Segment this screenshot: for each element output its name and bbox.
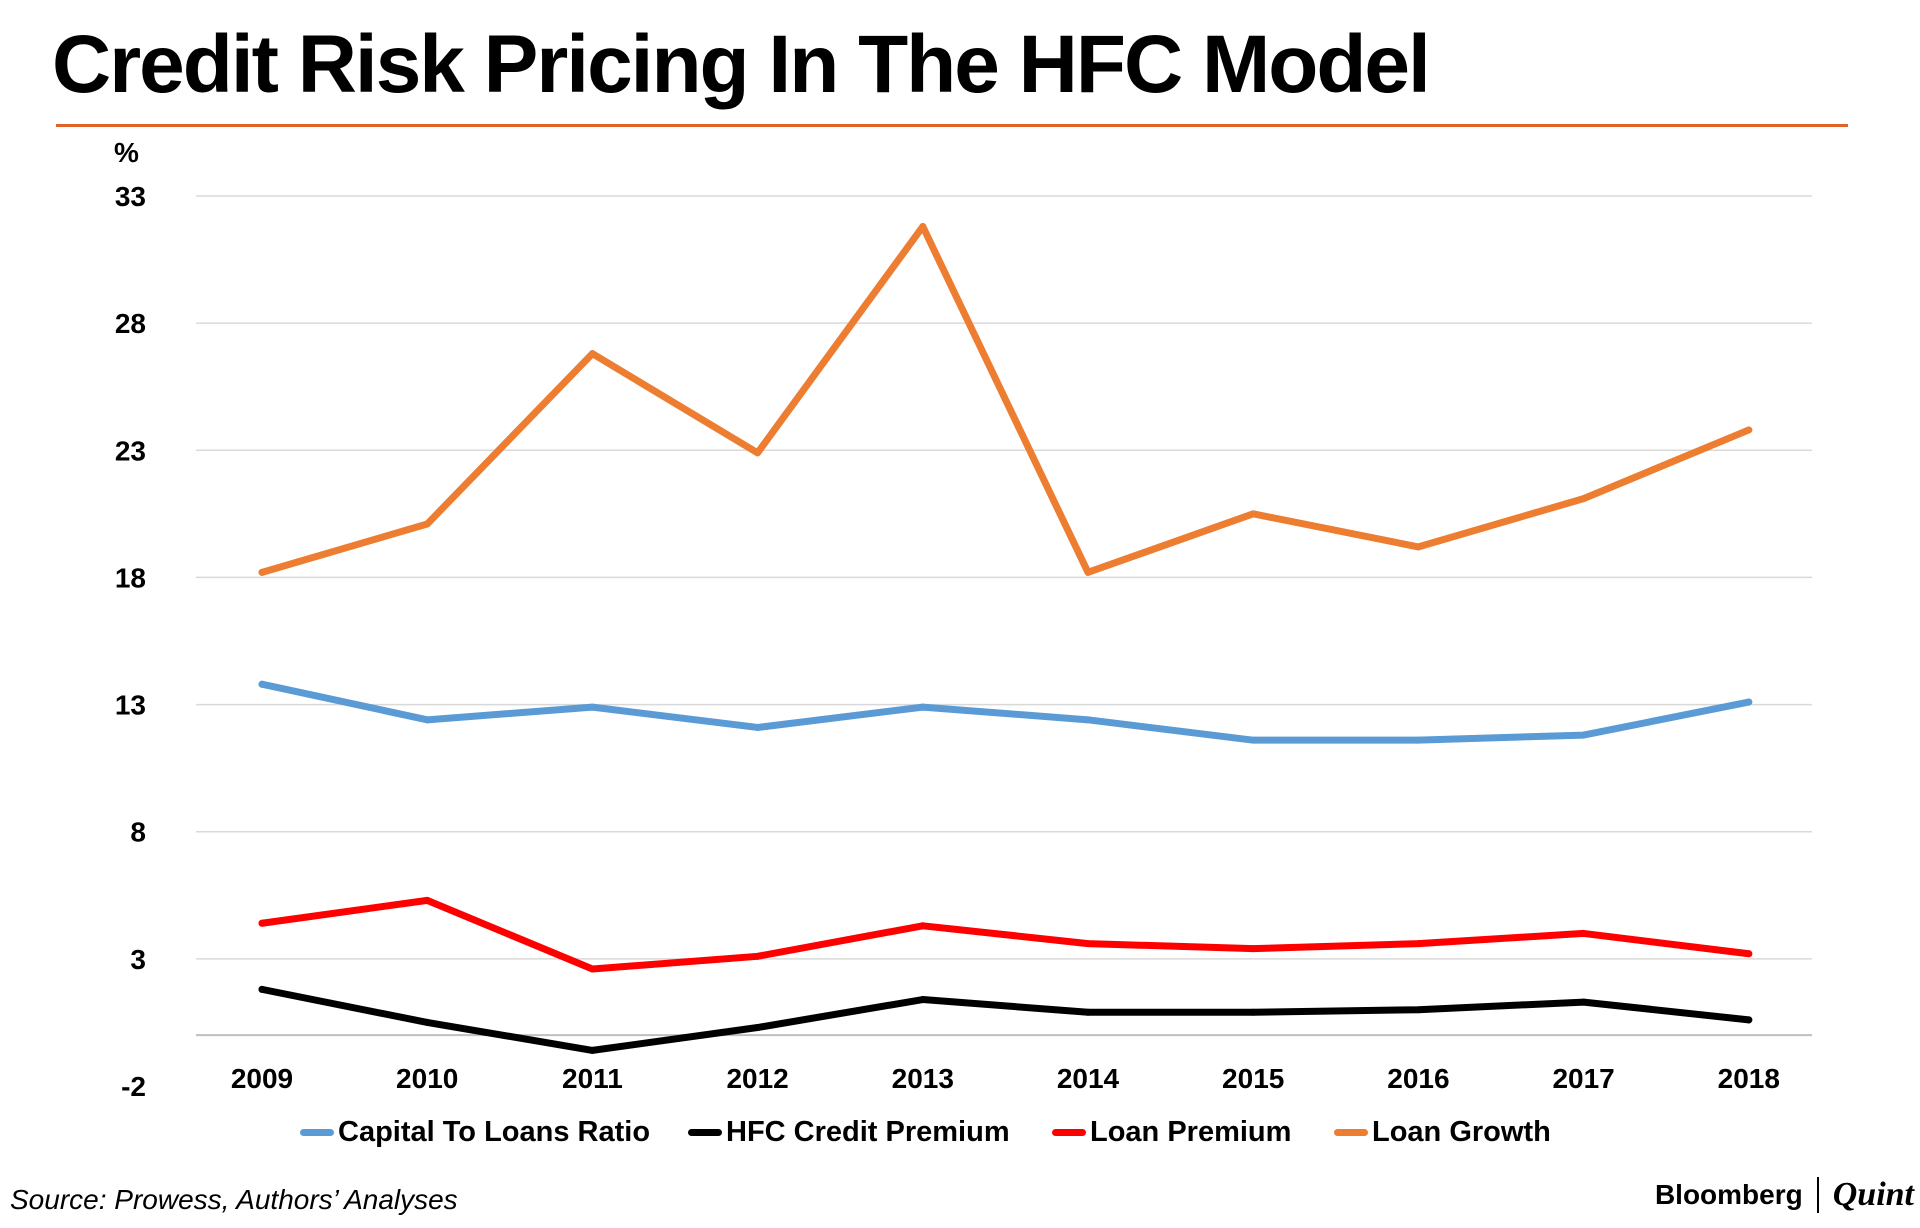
data-point (1249, 510, 1257, 518)
y-tick-label: 13 (115, 690, 146, 721)
x-tick-label: 2009 (231, 1063, 293, 1094)
y-tick-label: 3 (130, 944, 146, 975)
y-axis-unit-label: % (114, 137, 139, 168)
data-point (1414, 1006, 1422, 1014)
x-tick-label: 2017 (1552, 1063, 1614, 1094)
data-point (1084, 1008, 1092, 1016)
data-point (258, 680, 266, 688)
data-point (919, 996, 927, 1004)
data-point (1580, 998, 1588, 1006)
x-tick-label: 2010 (396, 1063, 458, 1094)
series-line (258, 223, 1753, 576)
series-loan-premium (258, 896, 1753, 973)
data-point (258, 568, 266, 576)
x-tick-label: 2014 (1057, 1063, 1120, 1094)
x-tick-label: 2012 (726, 1063, 788, 1094)
data-point (754, 1024, 762, 1032)
legend-item: HFC Credit Premium (688, 1116, 1010, 1149)
x-tick-label: 2013 (892, 1063, 954, 1094)
series-line (258, 680, 1753, 744)
brand-bloomberg: Bloomberg (1654, 1179, 1803, 1210)
data-point (1084, 716, 1092, 724)
data-point (1745, 698, 1753, 706)
data-point (1414, 736, 1422, 744)
data-point (919, 223, 927, 231)
data-point (1580, 495, 1588, 503)
y-tick-label: 18 (115, 562, 146, 593)
legend-swatch (300, 1129, 334, 1136)
data-point (919, 703, 927, 711)
data-point (1414, 940, 1422, 948)
legend-item: Loan Premium (1052, 1116, 1291, 1149)
series-hfc-credit-premium (258, 985, 1753, 1054)
data-point (1249, 736, 1257, 744)
data-point (588, 1046, 596, 1054)
legend-label: Loan Premium (1090, 1116, 1292, 1148)
data-point (1084, 940, 1092, 948)
legend-swatch (688, 1129, 722, 1136)
data-point (1745, 426, 1753, 434)
data-point (1745, 950, 1753, 958)
y-tick-label: 33 (115, 181, 146, 212)
series-line (258, 985, 1753, 1054)
data-point (258, 985, 266, 993)
data-point (423, 716, 431, 724)
series-lines (258, 223, 1753, 1054)
data-point (258, 919, 266, 927)
x-tick-label: 2018 (1718, 1063, 1780, 1094)
data-point (588, 703, 596, 711)
data-point (588, 350, 596, 358)
x-tick-label: 2015 (1222, 1063, 1284, 1094)
y-tick-label: -2 (121, 1071, 146, 1102)
data-point (1249, 945, 1257, 953)
data-point (1745, 1016, 1753, 1024)
legend-item: Loan Growth (1334, 1116, 1551, 1149)
legend: Capital To Loans Ratio HFC Credit Premium… (0, 1116, 1920, 1160)
legend-label: Loan Growth (1372, 1116, 1551, 1148)
y-tick-label: 23 (115, 435, 146, 466)
series-line (258, 896, 1753, 973)
legend-item: Capital To Loans Ratio (300, 1116, 650, 1149)
data-point (754, 723, 762, 731)
series-loan-growth (258, 223, 1753, 576)
source-note: Source: Prowess, Authors’ Analyses (10, 1184, 458, 1215)
legend-swatch (1334, 1129, 1368, 1136)
brand-quint: Quint (1832, 1176, 1914, 1213)
x-axis-ticks: 2009 2010 2011 2012 2013 2014 2015 2016 2017 2018 (231, 1063, 1780, 1094)
y-axis-ticks: 33 28 23 18 13 8 3 -2 (115, 181, 146, 1102)
legend-swatch (1052, 1129, 1086, 1136)
data-point (588, 965, 596, 973)
title-underline (56, 124, 1848, 127)
data-point (919, 922, 927, 930)
y-tick-label: 28 (115, 308, 146, 339)
data-point (1580, 731, 1588, 739)
x-tick-label: 2011 (562, 1063, 623, 1094)
data-point (754, 449, 762, 457)
brand-logo: Bloomberg Quint (1655, 1176, 1914, 1214)
data-point (1580, 929, 1588, 937)
legend-label: Capital To Loans Ratio (338, 1116, 651, 1148)
data-point (423, 896, 431, 904)
data-point (754, 952, 762, 960)
brand-separator (1816, 1177, 1819, 1213)
data-point (1084, 568, 1092, 576)
data-point (1249, 1008, 1257, 1016)
data-point (1414, 543, 1422, 551)
legend-label: HFC Credit Premium (726, 1116, 1010, 1148)
gridlines (196, 195, 1812, 960)
data-point (423, 1018, 431, 1026)
chart-title: Credit Risk Pricing In The HFC Model (52, 19, 1431, 110)
series-capital-to-loans-ratio (258, 680, 1753, 744)
y-tick-label: 8 (130, 817, 146, 848)
data-point (423, 520, 431, 528)
x-tick-label: 2016 (1387, 1063, 1449, 1094)
